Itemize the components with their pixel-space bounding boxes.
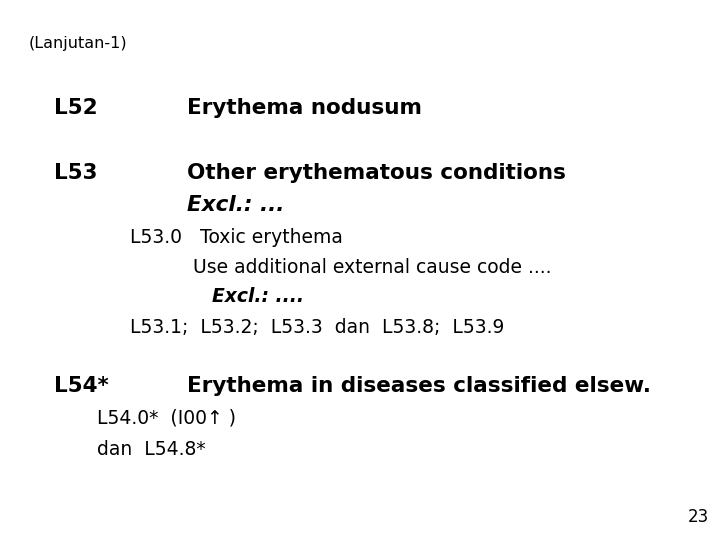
Text: (Lanjutan-1): (Lanjutan-1)	[29, 36, 127, 51]
Text: L53.1;  L53.2;  L53.3  dan  L53.8;  L53.9: L53.1; L53.2; L53.3 dan L53.8; L53.9	[130, 318, 504, 338]
Text: L54.0*  (I00↑ ): L54.0* (I00↑ )	[97, 409, 236, 428]
Text: 23: 23	[688, 508, 709, 526]
Text: Excl.: ...: Excl.: ...	[187, 195, 284, 215]
Text: Erythema in diseases classified elsew.: Erythema in diseases classified elsew.	[187, 376, 651, 396]
Text: Erythema nodusum: Erythema nodusum	[187, 98, 422, 118]
Text: dan  L54.8*: dan L54.8*	[97, 440, 206, 459]
Text: L52: L52	[54, 98, 98, 118]
Text: Excl.: ....: Excl.: ....	[212, 287, 305, 307]
Text: L53.0   Toxic erythema: L53.0 Toxic erythema	[130, 228, 343, 247]
Text: L54*: L54*	[54, 376, 109, 396]
Text: Use additional external cause code ....: Use additional external cause code ....	[193, 258, 552, 277]
Text: Other erythematous conditions: Other erythematous conditions	[187, 163, 566, 183]
Text: L53: L53	[54, 163, 97, 183]
